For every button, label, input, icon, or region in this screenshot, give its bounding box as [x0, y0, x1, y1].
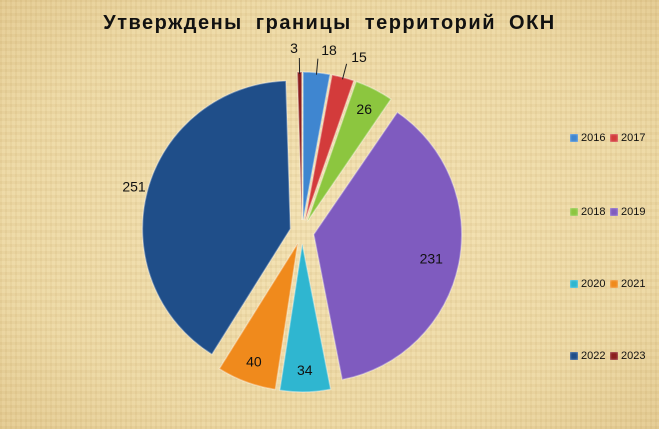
legend-item-2022: 2022 [570, 350, 605, 362]
legend-swatch [570, 208, 578, 216]
pie-slice-2019 [312, 111, 463, 381]
leader-line [342, 63, 348, 80]
legend-swatch [570, 280, 578, 288]
legend-label: 2016 [581, 132, 606, 144]
legend-label: 2019 [621, 206, 646, 218]
legend-swatch [570, 352, 578, 360]
legend-item-2023: 2023 [610, 350, 645, 362]
pie-slice-2022 [141, 80, 292, 356]
data-label-2023: 3 [290, 40, 298, 56]
legend-swatch [610, 134, 618, 142]
legend-swatch [570, 134, 578, 142]
legend-swatch [610, 208, 618, 216]
pie-slice-2020 [278, 243, 332, 393]
chart-title: Утверждены границы территорий ОКН [103, 12, 556, 34]
legend-label: 2023 [621, 350, 646, 362]
legend-swatch [610, 352, 618, 360]
legend-swatch [610, 280, 618, 288]
legend-item-2017: 2017 [610, 132, 645, 144]
legend-label: 2018 [581, 206, 606, 218]
pie-slice-2023 [296, 71, 303, 221]
legend-item-2020: 2020 [570, 278, 605, 290]
legend-item-2016: 2016 [570, 132, 605, 144]
data-label-2021: 40 [246, 353, 262, 369]
data-label-2019: 231 [420, 251, 444, 267]
legend-item-2021: 2021 [610, 278, 645, 290]
legend-label: 2017 [621, 132, 646, 144]
data-label-2022: 251 [122, 179, 146, 195]
data-label-2018: 26 [356, 101, 372, 117]
leader-line [315, 58, 319, 75]
data-label-2020: 34 [297, 362, 313, 378]
pie-slice-2018 [306, 80, 393, 222]
legend-item-2019: 2019 [610, 206, 645, 218]
legend-label: 2021 [621, 278, 646, 290]
data-label-2017: 15 [351, 49, 367, 65]
legend-label: 2020 [581, 278, 606, 290]
data-label-2016: 18 [321, 42, 337, 58]
pie-slice-2021 [218, 242, 299, 391]
legend-label: 2022 [581, 350, 606, 362]
legend-item-2018: 2018 [570, 206, 605, 218]
